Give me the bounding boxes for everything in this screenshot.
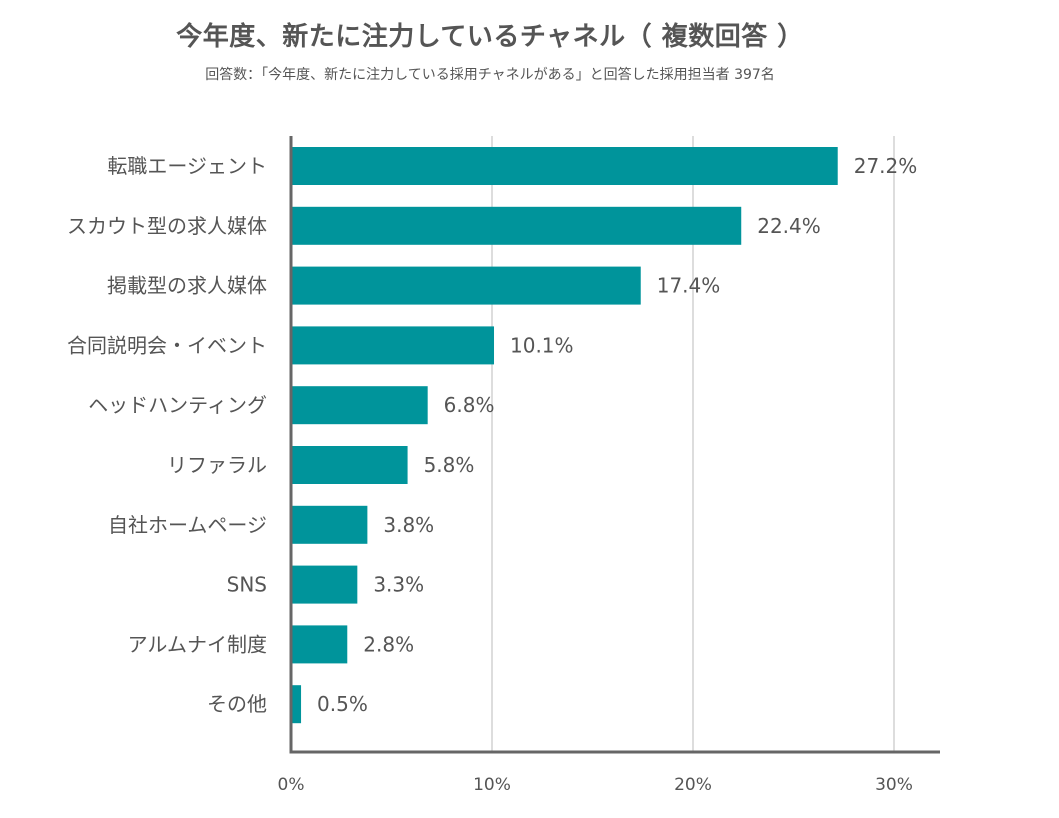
value-label: 17.4% (657, 274, 721, 298)
bar (291, 565, 358, 604)
value-label: 3.8% (383, 513, 434, 537)
bar (291, 266, 641, 305)
category-label: アルムナイ制度 (128, 632, 267, 656)
bar (291, 147, 838, 185)
labels: 0% 10% 20% 30% 転職エージェント 27.2% スカウト型の求人媒体 22.4% 掲… (67, 154, 917, 795)
value-label: 3.3% (373, 573, 424, 597)
value-label: 22.4% (757, 214, 821, 238)
chart-title: 今年度、新たに注力しているチャネル（ 複数回答 ） (176, 22, 804, 52)
bar (291, 625, 348, 664)
bar (291, 206, 742, 245)
category-label: スカウト型の求人媒体 (67, 214, 267, 238)
category-label: SNS (227, 573, 267, 597)
bar (291, 685, 302, 724)
x-tick-label: 20% (674, 775, 712, 795)
value-label: 0.5% (317, 692, 368, 716)
x-tick-label: 30% (875, 775, 913, 795)
bar (291, 386, 428, 425)
value-label: 10.1% (510, 333, 574, 357)
value-label: 5.8% (424, 453, 475, 477)
category-label: その他 (207, 692, 267, 716)
category-label: 転職エージェント (107, 154, 267, 178)
bar (291, 446, 408, 484)
category-label: 合同説明会・イベント (67, 333, 267, 357)
x-tick-label: 10% (473, 775, 511, 795)
value-label: 6.8% (444, 393, 495, 417)
category-label: 掲載型の求人媒体 (107, 274, 267, 298)
bar (291, 326, 495, 365)
axes (289, 136, 940, 754)
value-label: 27.2% (854, 154, 918, 178)
category-label: ヘッドハンティング (88, 393, 267, 417)
category-label: リファラル (167, 453, 267, 477)
bars (291, 147, 838, 724)
x-tick-label: 0% (278, 775, 305, 795)
bar (291, 505, 368, 544)
value-label: 2.8% (363, 632, 414, 656)
category-label: 自社ホームページ (108, 513, 267, 537)
chart-subtitle: 回答数：「今年度、新たに注力している採用チャネルがある」と回答した採用担当者 3… (205, 67, 775, 83)
